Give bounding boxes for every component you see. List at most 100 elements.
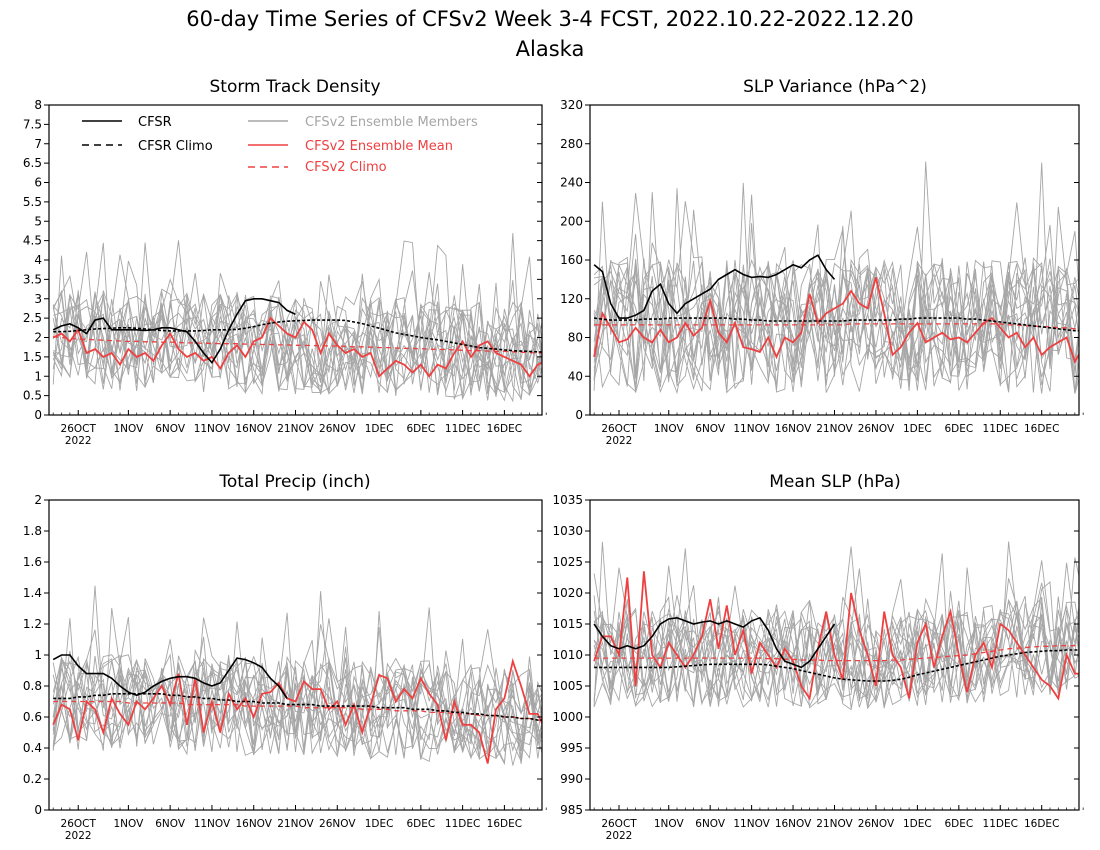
y-tick-label: 5 xyxy=(34,214,42,228)
legend-label-climo: CFSv2 Climo xyxy=(305,160,387,175)
panel-slp-variance: SLP Variance (hPa^2) 0 40 80 120 160 200 240 28… xyxy=(560,77,1084,447)
x-year-label: 2022 xyxy=(65,830,92,842)
y-tick-label: 0.2 xyxy=(23,772,42,786)
x-tick-label: 26NOV xyxy=(319,818,356,830)
y-tick-label: 1.6 xyxy=(23,555,42,569)
figure-title: 60-day Time Series of CFSv2 Week 3-4 FCS… xyxy=(186,7,914,31)
x-tick-label: 21NOV xyxy=(277,818,314,830)
y-tick-label: 2.5 xyxy=(23,311,42,325)
ensemble-member-line xyxy=(593,224,1079,393)
y-tick-label: 2 xyxy=(34,493,42,507)
y-tick-label: 160 xyxy=(560,253,583,267)
x-tick-label: 26OCT xyxy=(61,423,97,435)
x-tick-label: 1DEC xyxy=(903,818,932,830)
plot-area xyxy=(593,541,1079,711)
series-ensemble-mean-line xyxy=(52,657,542,764)
x-tick-label: 16DEC xyxy=(487,818,522,830)
panel-total-precip: Total Precip (inch) 0 0.2 0.4 0.6 0.8 1 1.2 1.4… xyxy=(23,472,547,842)
ensemble-member-line xyxy=(593,258,1079,394)
x-year-label: 2022 xyxy=(606,830,633,842)
x-tick-label: 11NOV xyxy=(733,423,770,435)
ensemble-member-line xyxy=(593,585,1079,711)
ensemble-member-line xyxy=(52,251,542,402)
y-tick-label: 1.8 xyxy=(23,524,42,538)
y-tick-label: 0.5 xyxy=(23,389,42,403)
series-cfsr-line xyxy=(52,297,296,365)
x-tick-label: 16NOV xyxy=(775,423,812,435)
x-tick-label: 11NOV xyxy=(733,818,770,830)
y-tick-label: 5.5 xyxy=(23,195,42,209)
x-tick-label: 11NOV xyxy=(194,423,231,435)
y-tick-label: 320 xyxy=(560,98,583,112)
y-tick-label: 3 xyxy=(34,292,42,306)
plot-frame xyxy=(48,499,543,811)
series-cfsv2-climo-line xyxy=(594,323,1079,330)
panel-mean-slp: Mean SLP (hPa) 985 990 995 1000 1005 1010 1015… xyxy=(552,472,1084,842)
ensemble-member-line xyxy=(593,260,1079,392)
legend-label-mean: CFSv2 Ensemble Mean xyxy=(305,139,453,154)
y-tick-label: 7 xyxy=(34,137,42,151)
series-cfsr-line xyxy=(593,254,836,319)
x-tick-label: 26NOV xyxy=(858,818,895,830)
ensemble-member-line xyxy=(52,242,542,395)
series-ensemble-mean-line xyxy=(593,571,1079,701)
series-cfsr-climo-line xyxy=(594,317,1079,332)
figure-subtitle-region: Alaska xyxy=(516,37,585,61)
panel-title: Total Precip (inch) xyxy=(218,472,370,492)
x-tick-label: 6NOV xyxy=(155,818,186,830)
y-tick-label: 1030 xyxy=(552,524,583,538)
y-tick-label: 7.5 xyxy=(23,117,42,131)
legend: CFSR CFSR Climo CFSv2 Ensemble Members C… xyxy=(82,115,478,175)
x-tick-label: 1NOV xyxy=(654,423,685,435)
ensemble-member-line xyxy=(52,292,542,401)
series-cfsv2-climo-line xyxy=(53,336,542,354)
y-tick-label: 1000 xyxy=(552,710,583,724)
ensemble-member-line xyxy=(594,162,1079,387)
y-tick-label: 1.5 xyxy=(23,350,42,364)
x-tick-label: 1DEC xyxy=(903,423,932,435)
x-tick-label: 1NOV xyxy=(654,818,685,830)
y-tick-label: 3.5 xyxy=(23,272,42,286)
x-tick-label: 6DEC xyxy=(944,818,973,830)
ensemble-member-line xyxy=(52,657,542,766)
y-tick-label: 1.4 xyxy=(23,586,42,600)
y-tick-label: 6.5 xyxy=(23,156,42,170)
y-tick-label: 1005 xyxy=(552,679,583,693)
y-tick-label: 2 xyxy=(34,331,42,345)
x-tick-label: 6NOV xyxy=(695,423,726,435)
y-tick-label: 1.2 xyxy=(23,617,42,631)
y-tick-label: 200 xyxy=(560,214,583,228)
y-tick-label: 4.5 xyxy=(23,234,42,248)
y-tick-label: 1020 xyxy=(552,586,583,600)
ensemble-member-line xyxy=(52,240,542,388)
y-tick-label: 240 xyxy=(560,176,583,190)
x-tick-label: 6NOV xyxy=(695,818,726,830)
y-tick-label: 0 xyxy=(34,803,42,817)
x-tick-label: 26NOV xyxy=(858,423,895,435)
x-tick-label: 1NOV xyxy=(113,423,144,435)
panel-storm-track-density: Storm Track Density 0 0.5 1 1.5 2 2.5 3 3.5 4 4.5… xyxy=(23,77,547,447)
y-tick-label: 1 xyxy=(34,648,42,662)
y-tick-label: 1 xyxy=(34,369,42,383)
series-cfsr-line xyxy=(593,616,836,669)
ensemble-member-line xyxy=(52,264,542,396)
x-tick-label: 6NOV xyxy=(155,423,186,435)
ensemble-member-line xyxy=(593,567,1079,708)
x-tick-label: 26OCT xyxy=(601,423,637,435)
y-tick-label: 4 xyxy=(34,253,42,267)
ensemble-member-line xyxy=(593,541,1079,708)
y-tick-label: 985 xyxy=(560,803,583,817)
ensemble-member-line xyxy=(593,202,1079,393)
y-tick-label: 1025 xyxy=(552,555,583,569)
plot-area xyxy=(52,585,542,766)
series-cfsr-line xyxy=(52,654,288,699)
series-cfsr-climo-line xyxy=(594,649,1079,682)
y-tick-label: 80 xyxy=(568,331,583,345)
x-tick-label: 21NOV xyxy=(277,423,314,435)
x-tick-label: 26OCT xyxy=(601,818,637,830)
x-tick-label: 16DEC xyxy=(1024,818,1059,830)
ensemble-member-line xyxy=(593,188,1079,387)
x-tick-label: 1NOV xyxy=(113,818,144,830)
x-tick-label: 16NOV xyxy=(775,818,812,830)
y-tick-label: 40 xyxy=(568,369,583,383)
